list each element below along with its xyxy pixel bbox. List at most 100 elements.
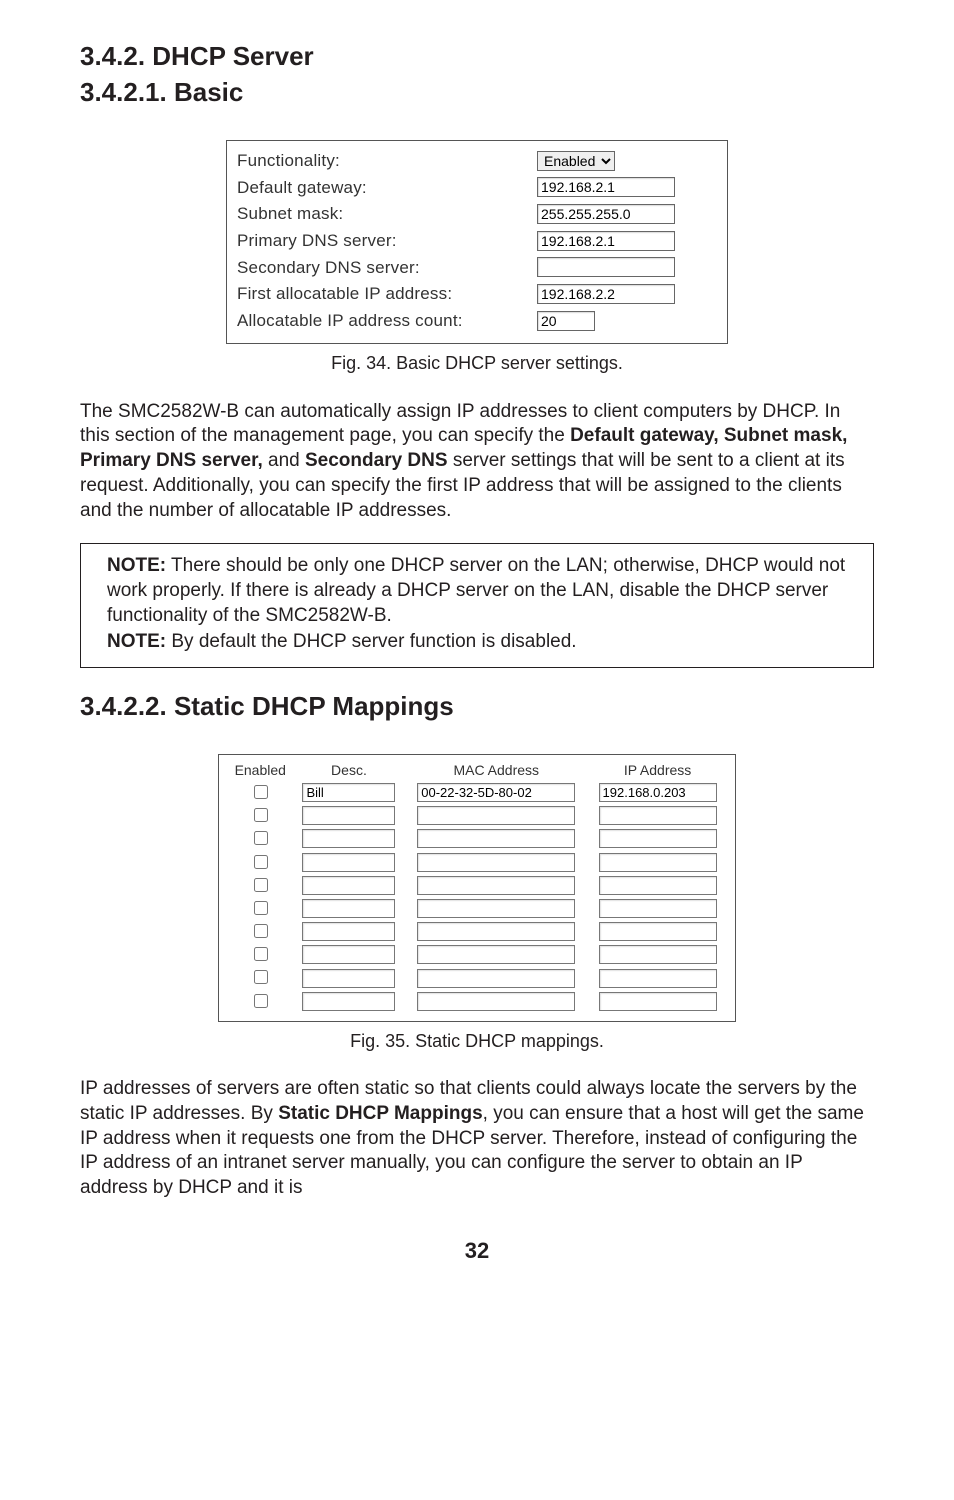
form-label: First allocatable IP address: bbox=[237, 283, 537, 305]
mac-input[interactable] bbox=[417, 899, 575, 918]
enable-checkbox[interactable] bbox=[254, 901, 268, 915]
table-row bbox=[227, 920, 727, 943]
form-row: Functionality:Enabled bbox=[237, 149, 717, 174]
ip-input[interactable] bbox=[599, 969, 717, 988]
static-dhcp-mappings-figure: EnabledDesc.MAC AddressIP Address bbox=[218, 754, 736, 1022]
ip-input[interactable] bbox=[599, 876, 717, 895]
note-1-label: NOTE: bbox=[107, 555, 166, 576]
form-label: Primary DNS server: bbox=[237, 230, 537, 252]
note-1-text: There should be only one DHCP server on … bbox=[107, 555, 845, 625]
p2-bold: Static DHCP Mappings bbox=[278, 1103, 482, 1124]
desc-input[interactable] bbox=[302, 853, 395, 872]
form-label: Default gateway: bbox=[237, 177, 537, 199]
text-input[interactable] bbox=[537, 231, 675, 251]
enable-checkbox[interactable] bbox=[254, 855, 268, 869]
text-input[interactable] bbox=[537, 257, 675, 277]
body-paragraph-2: IP addresses of servers are often static… bbox=[80, 1077, 874, 1200]
column-header: Desc. bbox=[294, 759, 405, 781]
desc-input[interactable] bbox=[302, 829, 395, 848]
desc-input[interactable] bbox=[302, 922, 395, 941]
enable-checkbox[interactable] bbox=[254, 994, 268, 1008]
form-input-wrap bbox=[537, 202, 707, 227]
ip-input[interactable] bbox=[599, 992, 717, 1011]
functionality-select[interactable]: Enabled bbox=[537, 151, 615, 171]
column-header: MAC Address bbox=[404, 759, 588, 781]
body-paragraph-1: The SMC2582W-B can automatically assign … bbox=[80, 400, 874, 523]
form-input-wrap bbox=[537, 229, 707, 254]
form-label: Allocatable IP address count: bbox=[237, 310, 537, 332]
desc-input[interactable] bbox=[302, 783, 395, 802]
table-row bbox=[227, 781, 727, 804]
page-number: 32 bbox=[80, 1237, 874, 1266]
note-2: NOTE: By default the DHCP server functio… bbox=[107, 630, 847, 655]
enable-checkbox[interactable] bbox=[254, 947, 268, 961]
desc-input[interactable] bbox=[302, 806, 395, 825]
mac-input[interactable] bbox=[417, 829, 575, 848]
enable-checkbox[interactable] bbox=[254, 831, 268, 845]
column-header: Enabled bbox=[227, 759, 294, 781]
heading-static-dhcp: 3.4.2.2. Static DHCP Mappings bbox=[80, 690, 874, 724]
mac-input[interactable] bbox=[417, 992, 575, 1011]
note-1: NOTE: There should be only one DHCP serv… bbox=[107, 554, 847, 628]
text-input[interactable] bbox=[537, 204, 675, 224]
form-input-wrap: Enabled bbox=[537, 149, 707, 174]
desc-input[interactable] bbox=[302, 899, 395, 918]
mac-input[interactable] bbox=[417, 922, 575, 941]
figure-35-caption: Fig. 35. Static DHCP mappings. bbox=[80, 1030, 874, 1053]
desc-input[interactable] bbox=[302, 969, 395, 988]
form-input-wrap bbox=[537, 255, 707, 280]
mac-input[interactable] bbox=[417, 806, 575, 825]
mac-input[interactable] bbox=[417, 853, 575, 872]
mac-input[interactable] bbox=[417, 783, 575, 802]
form-label: Subnet mask: bbox=[237, 203, 537, 225]
table-row bbox=[227, 827, 727, 850]
table-row bbox=[227, 804, 727, 827]
text-input[interactable] bbox=[537, 284, 675, 304]
form-label: Secondary DNS server: bbox=[237, 257, 537, 279]
heading-basic: 3.4.2.1. Basic bbox=[80, 76, 874, 110]
table-row bbox=[227, 943, 727, 966]
form-row: Secondary DNS server: bbox=[237, 255, 717, 280]
ip-input[interactable] bbox=[599, 922, 717, 941]
ip-input[interactable] bbox=[599, 783, 717, 802]
p1-mid: and bbox=[263, 450, 305, 471]
table-row bbox=[227, 851, 727, 874]
dhcp-basic-settings-figure: Functionality:EnabledDefault gateway:Sub… bbox=[226, 140, 728, 345]
desc-input[interactable] bbox=[302, 876, 395, 895]
table-row bbox=[227, 874, 727, 897]
desc-input[interactable] bbox=[302, 945, 395, 964]
figure-34-caption: Fig. 34. Basic DHCP server settings. bbox=[80, 352, 874, 375]
form-label: Functionality: bbox=[237, 150, 537, 172]
mac-input[interactable] bbox=[417, 969, 575, 988]
table-row bbox=[227, 966, 727, 989]
text-input[interactable] bbox=[537, 177, 675, 197]
ip-input[interactable] bbox=[599, 806, 717, 825]
form-row: Default gateway: bbox=[237, 175, 717, 200]
ip-input[interactable] bbox=[599, 899, 717, 918]
table-row bbox=[227, 990, 727, 1013]
enable-checkbox[interactable] bbox=[254, 924, 268, 938]
column-header: IP Address bbox=[588, 759, 727, 781]
form-row: Subnet mask: bbox=[237, 202, 717, 227]
form-input-wrap bbox=[537, 309, 707, 334]
form-input-wrap bbox=[537, 282, 707, 307]
form-row: Primary DNS server: bbox=[237, 229, 717, 254]
enable-checkbox[interactable] bbox=[254, 785, 268, 799]
form-input-wrap bbox=[537, 175, 707, 200]
text-input[interactable] bbox=[537, 311, 595, 331]
ip-input[interactable] bbox=[599, 945, 717, 964]
enable-checkbox[interactable] bbox=[254, 878, 268, 892]
note-2-label: NOTE: bbox=[107, 631, 166, 652]
note-box: NOTE: There should be only one DHCP serv… bbox=[80, 543, 874, 668]
enable-checkbox[interactable] bbox=[254, 808, 268, 822]
mac-input[interactable] bbox=[417, 945, 575, 964]
enable-checkbox[interactable] bbox=[254, 970, 268, 984]
note-2-text: By default the DHCP server function is d… bbox=[166, 631, 576, 652]
form-row: First allocatable IP address: bbox=[237, 282, 717, 307]
mac-input[interactable] bbox=[417, 876, 575, 895]
mappings-table: EnabledDesc.MAC AddressIP Address bbox=[227, 759, 727, 1013]
ip-input[interactable] bbox=[599, 829, 717, 848]
ip-input[interactable] bbox=[599, 853, 717, 872]
form-row: Allocatable IP address count: bbox=[237, 309, 717, 334]
desc-input[interactable] bbox=[302, 992, 395, 1011]
